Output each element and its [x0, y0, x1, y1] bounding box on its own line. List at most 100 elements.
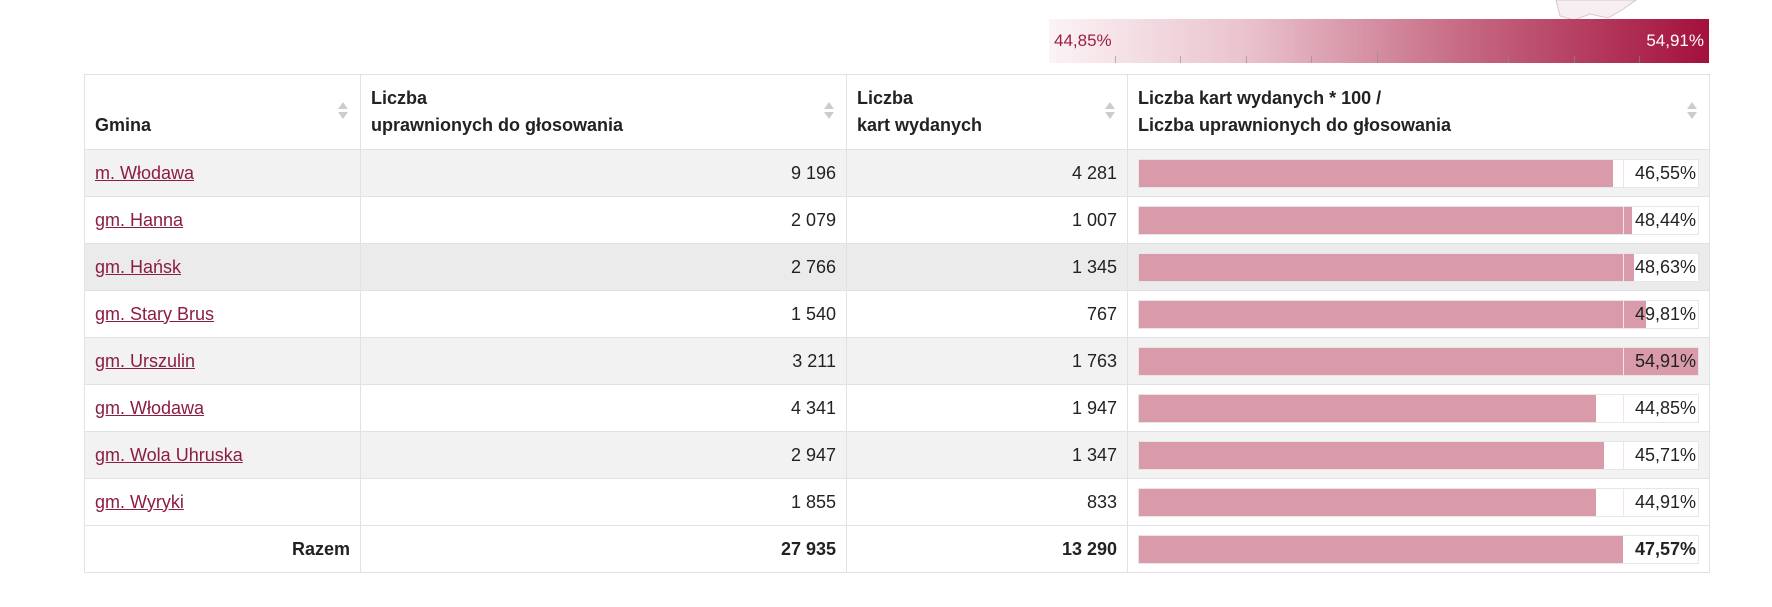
legend-tick: [1508, 56, 1509, 63]
total-turnout-value: 47,57%: [1634, 538, 1696, 559]
turnout-bar-fill: [1139, 300, 1647, 328]
legend-tick: [1377, 52, 1378, 63]
cards-cell: 767: [846, 290, 1128, 338]
gmina-cell: m. Włodawa: [84, 149, 361, 197]
voters-cell: 3 211: [360, 337, 847, 385]
table-row: gm. Hańsk 2 766 1 345 48,63%: [84, 243, 1710, 291]
turnout-bar-fill: [1139, 441, 1605, 469]
total-turnout-cell: 47,57%: [1127, 525, 1710, 573]
gmina-cell: gm. Hańsk: [84, 243, 361, 291]
header-voters-line2: uprawnionych do głosowania: [371, 115, 624, 135]
turnout-cell: 44,91%: [1127, 478, 1710, 526]
turnout-value: 48,63%: [1634, 256, 1696, 277]
turnout-bar: 45,71%: [1138, 440, 1699, 470]
average-marker: [1623, 488, 1625, 516]
turnout-bar-fill: [1139, 488, 1597, 516]
cards-cell: 833: [846, 478, 1128, 526]
gmina-cell: gm. Hanna: [84, 196, 361, 244]
cards-cell: 1 007: [846, 196, 1128, 244]
header-voters-line1: Liczba: [371, 88, 428, 108]
header-turnout[interactable]: Liczba kart wydanych * 100 / Liczba upra…: [1127, 74, 1710, 150]
header-turnout-line2: Liczba uprawnionych do głosowania: [1138, 115, 1452, 135]
gmina-link[interactable]: gm. Hańsk: [95, 256, 182, 277]
header-voters[interactable]: Liczba uprawnionych do głosowania: [360, 74, 847, 150]
sort-icon[interactable]: [338, 102, 348, 124]
gmina-link[interactable]: m. Włodawa: [95, 162, 195, 183]
turnout-value: 44,91%: [1634, 491, 1696, 512]
cards-cell: 1 347: [846, 431, 1128, 479]
voters-cell: 4 341: [360, 384, 847, 432]
table-row: gm. Stary Brus 1 540 767 49,81%: [84, 290, 1710, 338]
header-gmina[interactable]: Gmina: [84, 74, 361, 150]
table-row: gm. Hanna 2 079 1 007 48,44%: [84, 196, 1710, 244]
gmina-cell: gm. Włodawa: [84, 384, 361, 432]
gmina-link[interactable]: gm. Urszulin: [95, 350, 196, 371]
cards-cell: 1 345: [846, 243, 1128, 291]
header-cards-line2: kart wydanych: [857, 115, 983, 135]
turnout-cell: 54,91%: [1127, 337, 1710, 385]
total-row: Razem 27 935 13 290 47,57%: [84, 525, 1710, 573]
sort-icon[interactable]: [1687, 102, 1697, 124]
cards-cell: 4 281: [846, 149, 1128, 197]
cards-cell: 1 763: [846, 337, 1128, 385]
table-row: gm. Wola Uhruska 2 947 1 347 45,71%: [84, 431, 1710, 479]
turnout-table: Gmina Liczba uprawnionych do głosowania …: [84, 74, 1710, 573]
turnout-cell: 45,71%: [1127, 431, 1710, 479]
legend-tick: [1246, 56, 1247, 63]
average-marker: [1623, 347, 1625, 375]
voters-cell: 1 540: [360, 290, 847, 338]
turnout-cell: 44,85%: [1127, 384, 1710, 432]
total-cards: 13 290: [846, 525, 1128, 573]
legend-tick: [1115, 56, 1116, 63]
table-row: gm. Urszulin 3 211 1 763 54,91%: [84, 337, 1710, 385]
legend-tick: [1443, 56, 1444, 63]
gmina-cell: gm. Urszulin: [84, 337, 361, 385]
header-cards-line1: Liczba: [857, 88, 914, 108]
turnout-bar-fill: [1139, 159, 1613, 187]
map-fragment: [1555, 0, 1637, 21]
legend-max-label: 54,91%: [1646, 31, 1704, 50]
gmina-link[interactable]: gm. Wyryki: [95, 491, 184, 512]
turnout-value: 45,71%: [1634, 444, 1696, 465]
turnout-bar: 48,63%: [1138, 252, 1699, 282]
turnout-bar-fill: [1139, 394, 1596, 422]
turnout-cell: 49,81%: [1127, 290, 1710, 338]
turnout-cell: 46,55%: [1127, 149, 1710, 197]
gmina-link[interactable]: gm. Wola Uhruska: [95, 444, 243, 465]
average-marker: [1623, 300, 1625, 328]
voters-cell: 2 766: [360, 243, 847, 291]
header-cards[interactable]: Liczba kart wydanych: [846, 74, 1128, 150]
total-label: Razem: [84, 525, 361, 573]
legend-tick: [1180, 56, 1181, 63]
color-scale-legend: 44,85% 54,91%: [1049, 19, 1709, 63]
table-row: m. Włodawa 9 196 4 281 46,55%: [84, 149, 1710, 197]
gmina-link[interactable]: gm. Włodawa: [95, 397, 205, 418]
gmina-cell: gm. Wyryki: [84, 478, 361, 526]
average-marker: [1623, 441, 1625, 469]
legend-tick: [1574, 56, 1575, 63]
table-row: gm. Wyryki 1 855 833 44,91%: [84, 478, 1710, 526]
average-marker: [1623, 394, 1625, 422]
turnout-bar: 54,91%: [1138, 346, 1699, 376]
gmina-cell: gm. Stary Brus: [84, 290, 361, 338]
turnout-bar: 46,55%: [1138, 158, 1699, 188]
average-marker: [1623, 206, 1625, 234]
turnout-cell: 48,44%: [1127, 196, 1710, 244]
turnout-bar: 44,85%: [1138, 393, 1699, 423]
gmina-link[interactable]: gm. Stary Brus: [95, 303, 215, 324]
turnout-cell: 48,63%: [1127, 243, 1710, 291]
voters-cell: 2 079: [360, 196, 847, 244]
turnout-value: 44,85%: [1634, 397, 1696, 418]
total-voters: 27 935: [360, 525, 847, 573]
turnout-bar-fill: [1139, 206, 1633, 234]
gmina-link[interactable]: gm. Hanna: [95, 209, 184, 230]
header-turnout-line1: Liczba kart wydanych * 100 /: [1138, 88, 1382, 108]
sort-icon[interactable]: [1105, 102, 1115, 124]
voters-cell: 1 855: [360, 478, 847, 526]
table-header-row: Gmina Liczba uprawnionych do głosowania …: [84, 74, 1710, 150]
header-gmina-label: Gmina: [95, 115, 152, 135]
cards-cell: 1 947: [846, 384, 1128, 432]
sort-icon[interactable]: [824, 102, 834, 124]
legend-tick: [1311, 56, 1312, 63]
table-row: gm. Włodawa 4 341 1 947 44,85%: [84, 384, 1710, 432]
